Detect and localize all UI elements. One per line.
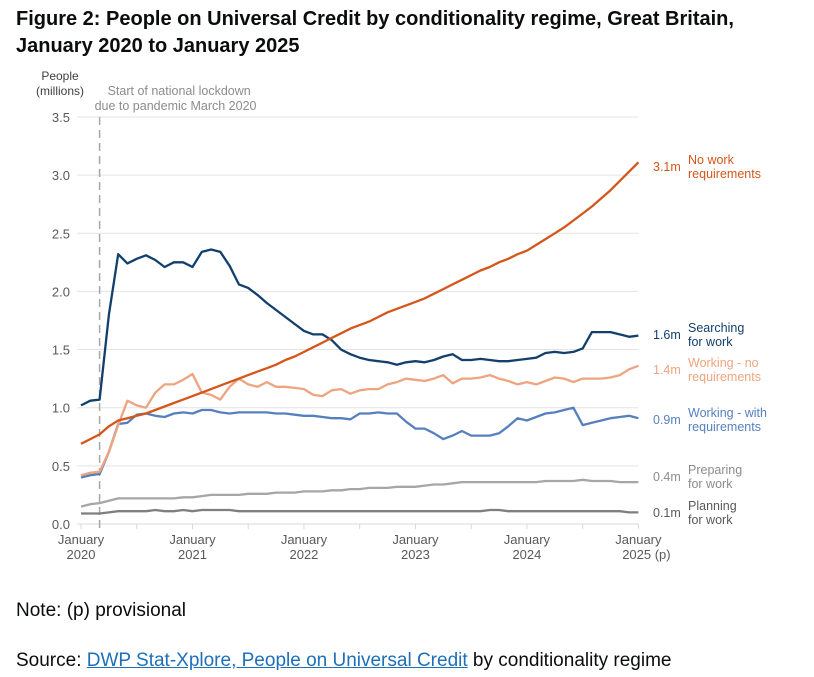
series-label: requirements <box>688 370 761 384</box>
series-line-planning-for-work <box>81 508 639 515</box>
source-suffix: by conditionality regime <box>467 650 672 671</box>
series-label: Searching <box>688 321 744 335</box>
lockdown-annotation: Start of national lockdown <box>108 84 251 98</box>
series-line-working-no-requirements <box>80 364 639 477</box>
series-label: Working - with <box>688 406 767 420</box>
note: Note: (p) provisional <box>16 600 187 621</box>
x-tick-label: January <box>615 532 662 547</box>
source-link[interactable]: DWP Stat-Xplore, People on Universal Cre… <box>86 650 468 671</box>
series-end-value: 0.1m <box>653 506 681 520</box>
series-end-value: 1.4m <box>653 363 681 377</box>
source: Source: DWP Stat-Xplore, People on Unive… <box>16 650 671 672</box>
line-chart: 0.0 0.5 1.0 1.5 2.0 2.5 3.0 3.5 People(millions)… <box>36 69 767 562</box>
x-tick-label: January <box>281 532 328 547</box>
series-label: Preparing <box>688 463 742 477</box>
x-tick-label: January <box>504 532 551 547</box>
y-axis-label: (millions) <box>36 84 84 98</box>
series-end-value: 3.1m <box>653 160 681 174</box>
y-tick-label: 2.0 <box>52 284 70 299</box>
series-label: for work <box>688 477 733 491</box>
x-tick-label: January <box>58 532 105 547</box>
y-tick-label: 0.0 <box>52 517 70 532</box>
y-axis-label: People <box>41 69 79 83</box>
y-tick-label: 2.5 <box>52 226 70 241</box>
x-tick-label: 2024 <box>512 547 541 562</box>
y-tick-label: 0.5 <box>52 459 70 474</box>
x-tick-label: 2021 <box>178 547 207 562</box>
series-label: requirements <box>688 420 761 434</box>
source-prefix: Source: <box>16 650 87 671</box>
series-label: Working - no <box>688 356 759 370</box>
x-tick-label: 2022 <box>289 547 318 562</box>
x-tick-label: January <box>169 532 216 547</box>
lockdown-annotation: due to pandemic March 2020 <box>95 99 257 113</box>
series-label: No work <box>688 153 735 167</box>
series-line-searching-for-work <box>80 248 639 407</box>
y-tick-label: 3.5 <box>52 110 70 125</box>
series-label: for work <box>688 513 733 527</box>
y-tick-label: 1.5 <box>52 343 70 358</box>
x-tick-label: 2025 (p) <box>622 547 670 562</box>
series-label: requirements <box>688 167 761 181</box>
series-line-no-work-requirements <box>80 161 640 445</box>
y-tick-label: 3.0 <box>52 168 70 183</box>
series-line-preparing-for-work <box>80 478 639 508</box>
series-label: Planning <box>688 499 737 513</box>
series-end-value: 1.6m <box>653 328 681 342</box>
series-line-working-with-requirements <box>80 406 639 479</box>
series-label: for work <box>688 335 733 349</box>
chart-title: Figure 2: People on Universal Credit by … <box>16 8 734 57</box>
x-tick-label: 2023 <box>401 547 430 562</box>
series-end-value: 0.9m <box>653 413 681 427</box>
series-end-value: 0.4m <box>653 470 681 484</box>
x-tick-label: January <box>392 532 439 547</box>
y-tick-label: 1.0 <box>52 401 70 416</box>
x-tick-label: 2020 <box>67 547 96 562</box>
